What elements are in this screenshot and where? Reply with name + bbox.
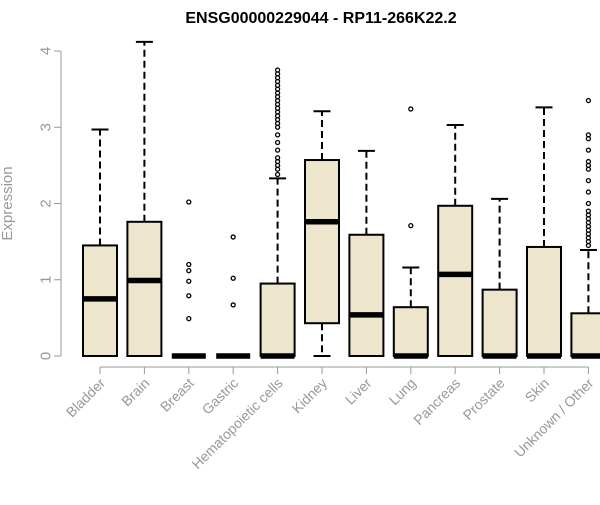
y-tick-label: 3 <box>38 123 55 131</box>
box-group <box>570 97 600 359</box>
box-group <box>481 197 518 359</box>
box-group <box>216 234 251 359</box>
outlier-point <box>186 293 192 299</box>
outlier-point <box>408 222 414 229</box>
y-axis: 0 1 2 3 4 <box>38 47 62 360</box>
x-tick-label: Unknown / Other <box>511 375 597 461</box>
outlier-point <box>274 139 281 146</box>
box <box>570 312 600 357</box>
outlier-point <box>585 177 592 184</box>
box <box>526 245 562 357</box>
x-tick-label: Breast <box>157 375 197 415</box>
box-group <box>304 110 340 357</box>
x-tick-label: Brain <box>118 375 152 409</box>
outlier-point <box>186 267 192 274</box>
outlier-point <box>585 200 592 207</box>
outlier-point <box>585 97 592 104</box>
x-tick-label: Kidney <box>289 375 331 417</box>
outlier-point <box>585 158 592 165</box>
outlier-point <box>408 106 414 112</box>
box-group <box>526 106 562 359</box>
x-tick-label: Lung <box>386 375 419 408</box>
x-tick-label: Gastric <box>199 375 242 418</box>
x-tick-label: Prostate <box>460 375 508 423</box>
outlier-point <box>274 132 281 138</box>
outlier-point <box>585 208 592 214</box>
outlier-point <box>585 189 592 195</box>
outlier-point <box>186 261 192 268</box>
outlier-point <box>230 302 236 308</box>
outlier-point <box>585 132 592 138</box>
box-group <box>392 106 429 359</box>
box-group <box>259 67 296 359</box>
y-axis-label: Expression <box>0 166 16 240</box>
box <box>304 159 340 325</box>
box <box>126 220 163 357</box>
box <box>259 282 296 357</box>
outlier-point <box>274 171 281 178</box>
outlier-point <box>186 278 192 284</box>
y-tick-label: 2 <box>38 199 55 207</box>
box-group <box>171 199 206 359</box>
box-group <box>437 123 474 357</box>
outlier-point <box>585 147 592 153</box>
boxes-layer <box>82 40 600 359</box>
x-tick-label: Skin <box>522 375 553 406</box>
outlier-point <box>230 275 236 281</box>
x-tick-label: Bladder <box>63 375 109 421</box>
y-tick-label: 0 <box>38 352 55 360</box>
x-tick-label: Liver <box>342 375 375 408</box>
box <box>437 204 474 357</box>
box <box>348 233 385 357</box>
box-group <box>126 40 163 357</box>
box-group <box>82 128 118 357</box>
y-tick-label: 1 <box>38 276 55 284</box>
x-tick-label: Pancreas <box>410 375 463 428</box>
outlier-point <box>274 155 281 161</box>
y-tick-label: 4 <box>38 47 55 55</box>
chart-title: ENSG00000229044 - RP11-266K22.2 <box>185 10 456 27</box>
outlier-point <box>230 234 236 240</box>
outlier-point <box>274 147 281 153</box>
box <box>481 288 518 358</box>
outlier-point <box>274 67 281 73</box>
outlier-point <box>186 315 192 322</box>
box-group <box>348 149 385 357</box>
box <box>392 306 429 358</box>
outlier-point <box>186 199 192 205</box>
